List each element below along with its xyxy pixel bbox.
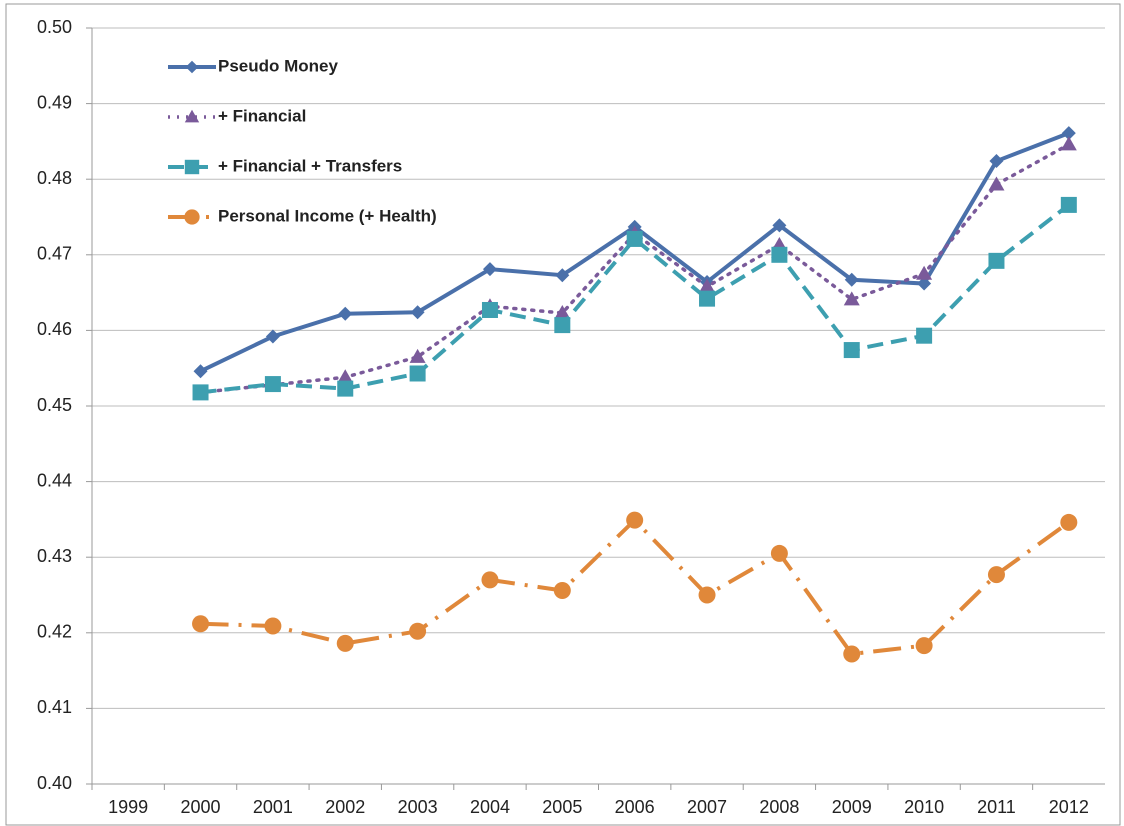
- point: [843, 291, 860, 306]
- x-tick-label: 2012: [1049, 797, 1089, 817]
- point: [626, 511, 644, 529]
- point: [553, 581, 571, 599]
- point: [626, 230, 643, 247]
- point: [698, 586, 716, 604]
- y-tick-label: 0.47: [37, 244, 72, 264]
- point: [844, 272, 859, 287]
- x-tick-label: 2008: [759, 797, 799, 817]
- point: [184, 159, 200, 175]
- point: [554, 317, 571, 334]
- point: [193, 364, 208, 379]
- point: [988, 176, 1005, 191]
- x-tick-label: 2000: [181, 797, 221, 817]
- point: [771, 246, 788, 263]
- point: [265, 329, 280, 344]
- y-tick-label: 0.50: [37, 17, 72, 37]
- point: [770, 544, 788, 562]
- legend-label: Pseudo Money: [218, 56, 339, 75]
- point: [192, 615, 210, 633]
- point: [264, 376, 281, 393]
- y-tick-label: 0.42: [37, 622, 72, 642]
- point: [410, 305, 425, 320]
- point: [988, 252, 1005, 269]
- point: [916, 327, 933, 344]
- point: [409, 622, 427, 640]
- point: [336, 634, 354, 652]
- legend-label: + Financial: [218, 106, 306, 125]
- point: [917, 276, 932, 291]
- point: [989, 154, 1004, 169]
- point: [555, 268, 570, 283]
- legend-label: + Financial + Transfers: [218, 156, 402, 175]
- legend-label: Personal Income (+ Health): [218, 206, 437, 225]
- y-tick-label: 0.44: [37, 470, 72, 490]
- point: [184, 109, 200, 123]
- point: [915, 637, 933, 655]
- x-tick-label: 1999: [108, 797, 148, 817]
- legend: Pseudo Money + Financial + Financial + Tra…: [168, 56, 437, 225]
- series-line: [198, 142, 1071, 395]
- point: [1060, 196, 1077, 213]
- y-tick-label: 0.48: [37, 168, 72, 188]
- y-tick-label: 0.43: [37, 546, 72, 566]
- series-line: [200, 517, 1070, 657]
- x-tick-label: 2001: [253, 797, 293, 817]
- point: [482, 262, 497, 277]
- point: [337, 369, 354, 384]
- point: [843, 645, 861, 663]
- point: [987, 566, 1005, 584]
- point: [481, 301, 498, 318]
- point: [264, 617, 282, 635]
- point: [1060, 513, 1078, 531]
- point: [409, 348, 426, 363]
- x-tick-label: 2010: [904, 797, 944, 817]
- point: [699, 278, 716, 293]
- y-tick-label: 0.41: [37, 697, 72, 717]
- x-tick-label: 2011: [977, 797, 1016, 817]
- point: [843, 342, 860, 359]
- point: [185, 60, 199, 74]
- x-tick-label: 2006: [615, 797, 655, 817]
- point: [409, 365, 426, 382]
- point: [338, 306, 353, 321]
- y-tick-label: 0.49: [37, 92, 72, 112]
- point: [184, 209, 200, 225]
- point: [1060, 136, 1077, 151]
- point: [192, 384, 209, 401]
- x-tick-label: 2005: [542, 797, 582, 817]
- x-tick-label: 2009: [832, 797, 872, 817]
- x-tick-label: 2002: [325, 797, 365, 817]
- point: [772, 218, 787, 233]
- y-tick-label: 0.40: [37, 773, 72, 793]
- point: [481, 571, 499, 589]
- x-tick-label: 2003: [398, 797, 438, 817]
- y-tick-label: 0.45: [37, 395, 72, 415]
- point: [337, 380, 354, 397]
- point: [699, 290, 716, 307]
- chart-frame: [5, 3, 1121, 826]
- x-tick-label: 2004: [470, 797, 510, 817]
- y-tick-label: 0.46: [37, 319, 72, 339]
- point: [916, 265, 933, 280]
- point: [1061, 126, 1076, 141]
- x-tick-label: 2007: [687, 797, 727, 817]
- point: [554, 305, 571, 320]
